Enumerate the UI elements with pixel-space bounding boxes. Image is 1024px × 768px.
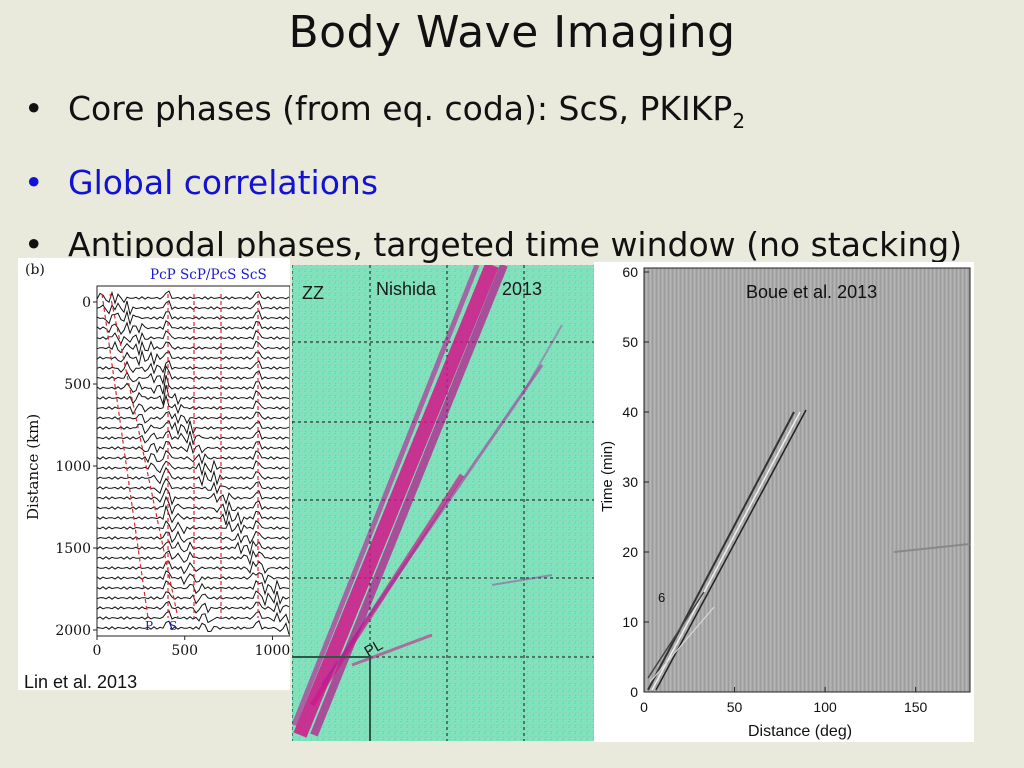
boue-x-tick-label: 0 — [640, 699, 648, 715]
lin-y-tick-label: 2000 — [55, 623, 91, 639]
boue-y-axis: 0 10 20 30 40 50 60 — [622, 264, 649, 700]
boue-wave-branches — [647, 409, 971, 691]
lin-trace — [96, 600, 290, 615]
lin-trace — [96, 330, 290, 346]
lin-trace — [96, 549, 290, 566]
boue-x-tick-label: 150 — [904, 699, 928, 715]
lin-y-tick-label: 0 — [82, 295, 91, 311]
lin-trace — [96, 590, 290, 607]
lin-trace — [96, 393, 290, 416]
bullet-item: • Antipodal phases, targeted time window … — [24, 214, 962, 276]
boue-y-tick-label: 10 — [622, 614, 638, 630]
lin-trace — [96, 477, 290, 495]
lin-trace — [96, 300, 290, 317]
lin-y-label: Distance (km) — [24, 414, 42, 520]
slide-title: Body Wave Imaging — [288, 7, 736, 58]
boue-credit: Boue et al. 2013 — [746, 282, 877, 302]
lin-x-tick-label: 0 — [93, 643, 102, 659]
lin-trace — [96, 384, 290, 406]
lin-x-axis: 0 500 1000 — [93, 636, 290, 659]
lin-trace — [96, 359, 290, 375]
lin-record-section: (b) PcP ScP/PcS ScS 0 500 1000 1500 2000 0 50… — [24, 262, 291, 692]
lin-phase-s: S — [169, 619, 177, 633]
lin-trace — [96, 620, 290, 635]
lin-y-tick-label: 1000 — [55, 459, 91, 475]
lin-y-tick-label: 500 — [64, 377, 91, 393]
lin-trace — [96, 340, 290, 357]
lin-credit: Lin et al. 2013 — [24, 672, 137, 690]
lin-trace — [96, 609, 290, 624]
lin-phase-marker-line — [101, 293, 149, 619]
lin-trace — [96, 560, 290, 575]
lin-trace — [96, 429, 290, 446]
lin-phase-marker-line — [109, 293, 179, 619]
bullet-text: Global correlations — [68, 163, 379, 202]
lin-trace — [96, 495, 290, 517]
boue-x-label: Distance (deg) — [748, 723, 852, 740]
lin-traces — [96, 290, 290, 635]
bullet-text: Core phases (from eq. coda): ScS, PKIKP — [68, 89, 733, 128]
bullet-dot: • — [24, 225, 44, 264]
nishida-window-marker — [292, 656, 371, 741]
lin-x-tick-label: 1000 — [255, 643, 290, 659]
boue-y-tick-label: 50 — [622, 334, 638, 350]
lin-phase-p: P — [145, 619, 153, 633]
boue-y-tick-label: 30 — [622, 474, 638, 490]
nishida-credit-year: 2013 — [502, 279, 542, 299]
lin-trace — [96, 579, 290, 596]
lin-trace — [96, 309, 290, 326]
bullet-dot: • — [24, 89, 44, 128]
boue-y-tick-label: 60 — [622, 264, 638, 280]
bullet-dot: • — [24, 163, 44, 202]
lin-trace — [96, 290, 290, 305]
boue-y-tick-label: 0 — [630, 684, 638, 700]
nishida-credit-name: Nishida — [376, 279, 437, 299]
bullet-item: • Global correlations — [24, 152, 962, 214]
nishida-component-label: ZZ — [302, 283, 324, 303]
lin-y-tick-label: 1500 — [55, 541, 91, 557]
bullet-item: • Core phases (from eq. coda): ScS, PKIKP… — [24, 78, 962, 152]
bullet-list: • Core phases (from eq. coda): ScS, PKIKP… — [24, 78, 962, 276]
lin-trace — [96, 449, 290, 465]
boue-x-axis: 0 50 100 150 — [640, 687, 928, 715]
bullet-subscript: 2 — [732, 109, 746, 133]
lin-trace — [96, 487, 290, 506]
lin-trace — [96, 530, 290, 545]
bullet-text: Antipodal phases, targeted time window (… — [68, 225, 963, 264]
boue-y-tick-label: 40 — [622, 404, 638, 420]
boue-x-tick-label: 50 — [727, 699, 743, 715]
lin-trace — [96, 349, 290, 367]
lin-trace — [96, 466, 290, 487]
lin-trace — [96, 420, 290, 436]
lin-trace — [96, 570, 290, 586]
lin-trace — [96, 440, 290, 455]
lin-figure-panel: (b) PcP ScP/PcS ScS 0 500 1000 1500 2000 0 50… — [18, 258, 291, 692]
nishida-phase-label: PL — [362, 637, 386, 661]
lin-trace — [96, 411, 290, 425]
lin-trace — [96, 539, 290, 557]
lin-trace — [96, 320, 290, 336]
boue-plot-area — [643, 267, 971, 693]
lin-phase-markers — [101, 293, 259, 619]
lin-trace — [96, 519, 290, 535]
boue-y-tick-label: 20 — [622, 544, 638, 560]
boue-annotation: 6 — [658, 590, 665, 605]
boue-correlation-section: 0 10 20 30 40 50 60 0 50 100 150 6 Boue et al. 20… — [599, 264, 971, 740]
boue-y-label: Time (min) — [599, 441, 616, 512]
boue-x-tick-label: 100 — [813, 699, 837, 715]
nishida-figure-panel: ZZ Nishida 2013 PL — [292, 265, 594, 741]
lin-trace — [96, 504, 290, 526]
lin-y-axis: 0 500 1000 1500 2000 — [55, 295, 97, 639]
lin-x-tick-label: 500 — [171, 643, 198, 659]
boue-figure-panel: 0 10 20 30 40 50 60 0 50 100 150 6 Boue et al. 20… — [594, 262, 974, 742]
lin-panel-label: (b) — [25, 262, 45, 278]
lin-phase-labels: PcP ScP/PcS ScS — [150, 267, 267, 283]
lin-trace — [96, 375, 290, 395]
nishida-correlation-image: ZZ Nishida 2013 PL — [292, 265, 594, 741]
